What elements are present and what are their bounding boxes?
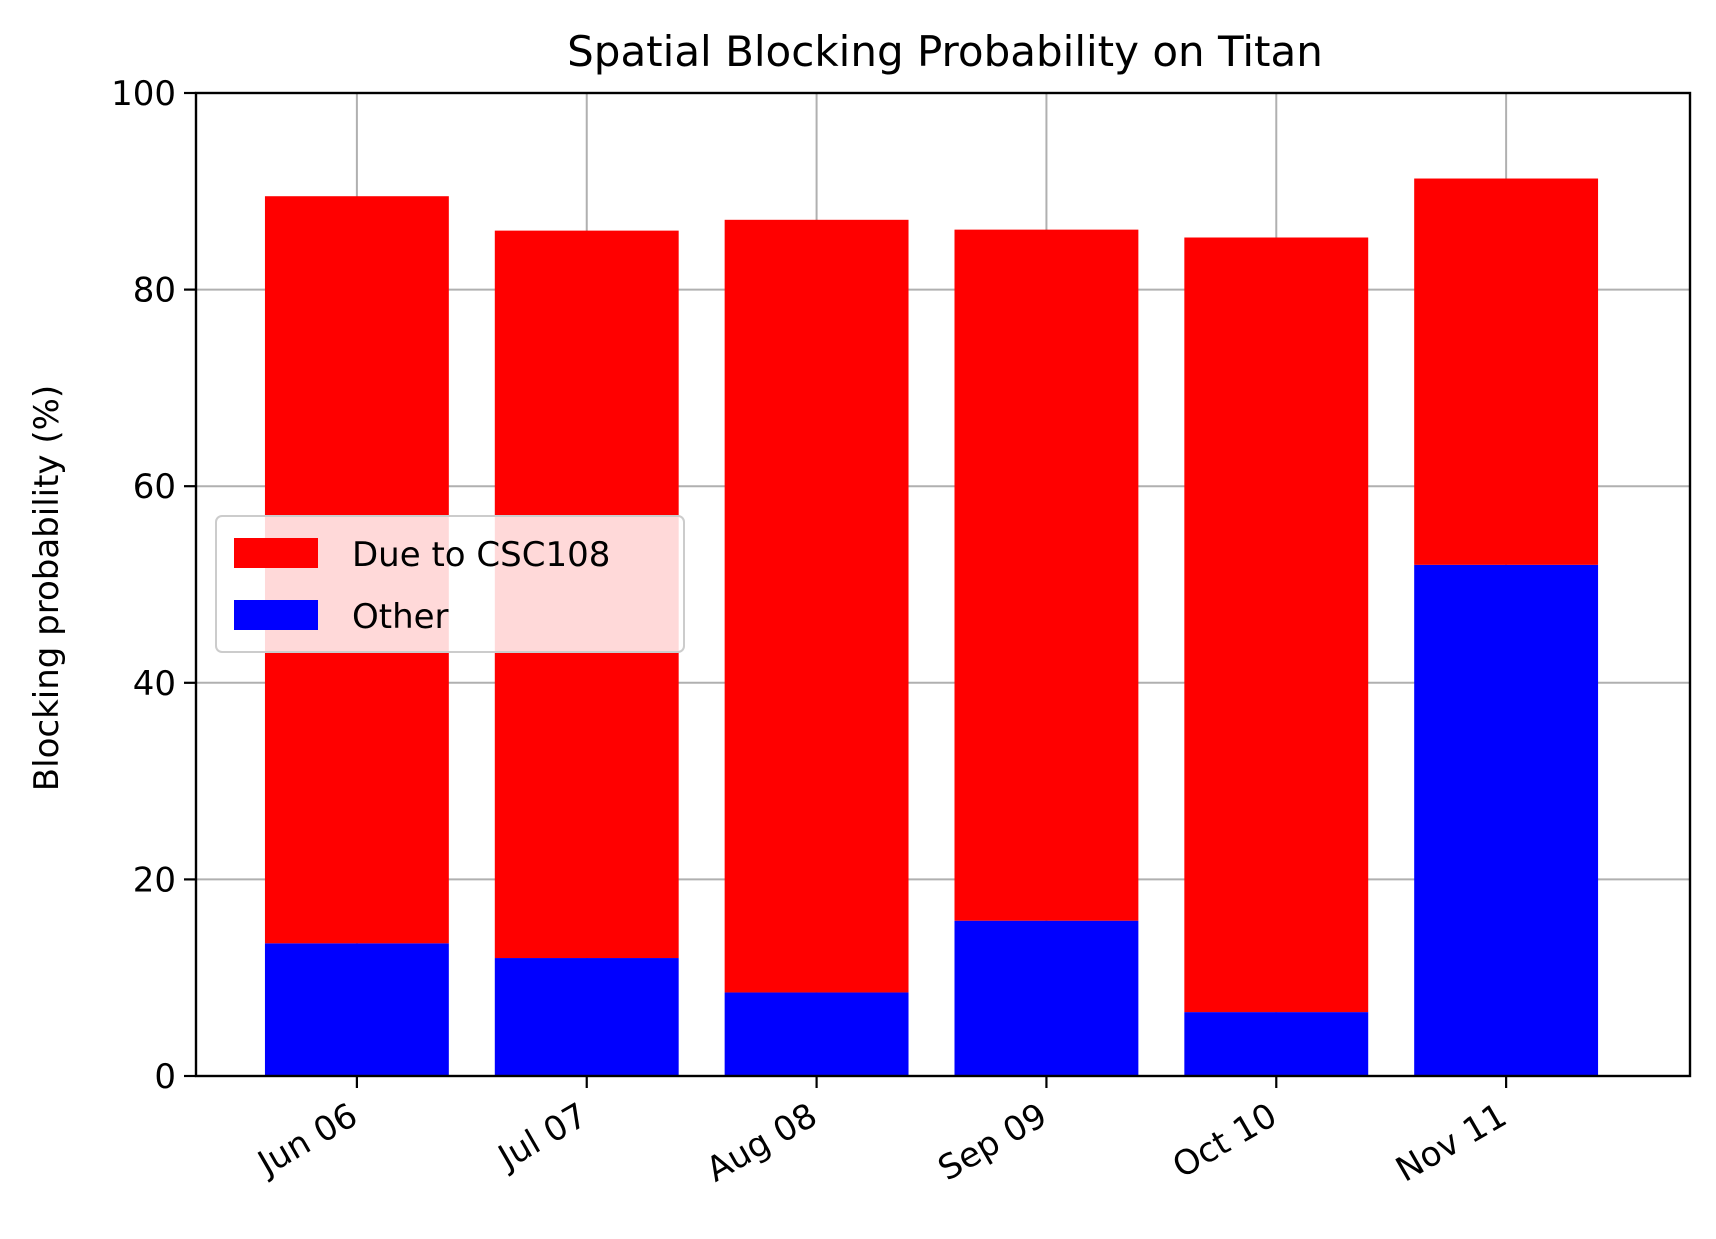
legend-swatch-other xyxy=(234,600,318,630)
y-axis-label: Blocking probability (%) xyxy=(27,385,67,791)
legend-swatch-due-to-csc108 xyxy=(234,538,318,568)
y-tick-label: 80 xyxy=(133,271,176,311)
bar-due-to-csc108-4 xyxy=(1184,237,1369,1013)
y-tick-label: 20 xyxy=(133,860,176,900)
y-tick-label: 40 xyxy=(133,664,176,704)
bar-other-1 xyxy=(494,958,679,1076)
y-tick-label: 60 xyxy=(133,467,176,507)
legend: Due to CSC108 Other xyxy=(215,515,685,653)
bar-other-4 xyxy=(1184,1012,1369,1076)
bar-other-2 xyxy=(724,992,909,1076)
legend-label-due-to-csc108: Due to CSC108 xyxy=(352,535,610,575)
y-tick-label: 100 xyxy=(111,74,176,114)
bar-due-to-csc108-2 xyxy=(724,219,909,993)
bar-other-3 xyxy=(954,920,1139,1076)
legend-box xyxy=(215,515,685,653)
y-tick-label: 0 xyxy=(154,1057,176,1097)
bar-due-to-csc108-3 xyxy=(954,229,1139,921)
legend-label-other: Other xyxy=(352,597,449,637)
chart-title: Spatial Blocking Probability on Titan xyxy=(567,27,1323,76)
bar-other-0 xyxy=(264,943,449,1076)
bar-other-5 xyxy=(1414,564,1599,1076)
plot-frame xyxy=(194,91,1692,1078)
bar-due-to-csc108-5 xyxy=(1414,178,1599,565)
